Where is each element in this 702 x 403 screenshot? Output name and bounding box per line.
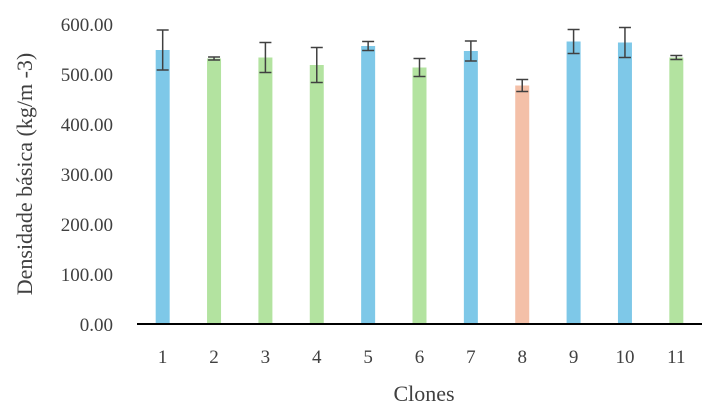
x-tick-label: 3	[261, 347, 271, 368]
x-tick-label: 8	[517, 347, 527, 368]
bar-clone-5	[361, 46, 376, 324]
x-tick-label: 10	[615, 347, 634, 368]
x-tick-label: 11	[667, 347, 685, 368]
y-tick-label: 100.00	[61, 265, 113, 286]
error-bar-clone-5	[362, 40, 375, 52]
error-bar-clone-3	[259, 41, 272, 74]
bar-clone-10	[617, 42, 632, 324]
error-bars	[156, 26, 683, 93]
x-tick-label: 9	[569, 347, 579, 368]
x-tick-label: 6	[415, 347, 425, 368]
bar-clone-6	[412, 67, 427, 324]
y-axis-ticks: 0.00 100.00 200.00 300.00 400.00 500.00 600.00	[61, 15, 113, 336]
y-axis-title: Densidade básica (kg/m -3)	[12, 53, 37, 296]
error-bar-clone-2	[208, 56, 221, 61]
error-bar-clone-11	[670, 54, 683, 61]
y-tick-label: 600.00	[61, 15, 113, 36]
error-bar-clone-6	[413, 57, 426, 78]
bar-clone-2	[207, 58, 222, 324]
y-tick-label: 200.00	[61, 215, 113, 236]
bar-clone-7	[463, 51, 478, 324]
x-axis-title: Clones	[393, 381, 454, 403]
bar-clone-3	[258, 57, 273, 324]
bar-clone-11	[669, 57, 684, 324]
x-tick-label: 4	[312, 347, 322, 368]
error-bar-clone-10	[618, 26, 631, 59]
x-tick-label: 7	[466, 347, 476, 368]
error-bar-clone-1	[156, 29, 169, 71]
x-tick-label: 5	[363, 347, 373, 368]
y-tick-label: 500.00	[61, 65, 113, 86]
error-bar-clone-9	[567, 28, 580, 55]
bar-clone-4	[309, 65, 324, 324]
y-tick-label: 400.00	[61, 115, 113, 136]
x-axis-ticks: 1 2 3 4 5 6 7 8 9 10 11	[158, 347, 686, 368]
bar-clone-9	[566, 41, 581, 324]
error-bar-clone-7	[464, 40, 477, 62]
error-bar-clone-8	[516, 78, 529, 93]
x-tick-label: 2	[209, 347, 219, 368]
error-bar-clone-4	[310, 46, 323, 84]
bars	[155, 41, 684, 324]
bar-clone-8	[515, 85, 530, 324]
y-tick-label: 0.00	[80, 315, 113, 336]
bar-clone-1	[155, 50, 170, 324]
y-tick-label: 300.00	[61, 165, 113, 186]
x-tick-label: 1	[158, 347, 168, 368]
